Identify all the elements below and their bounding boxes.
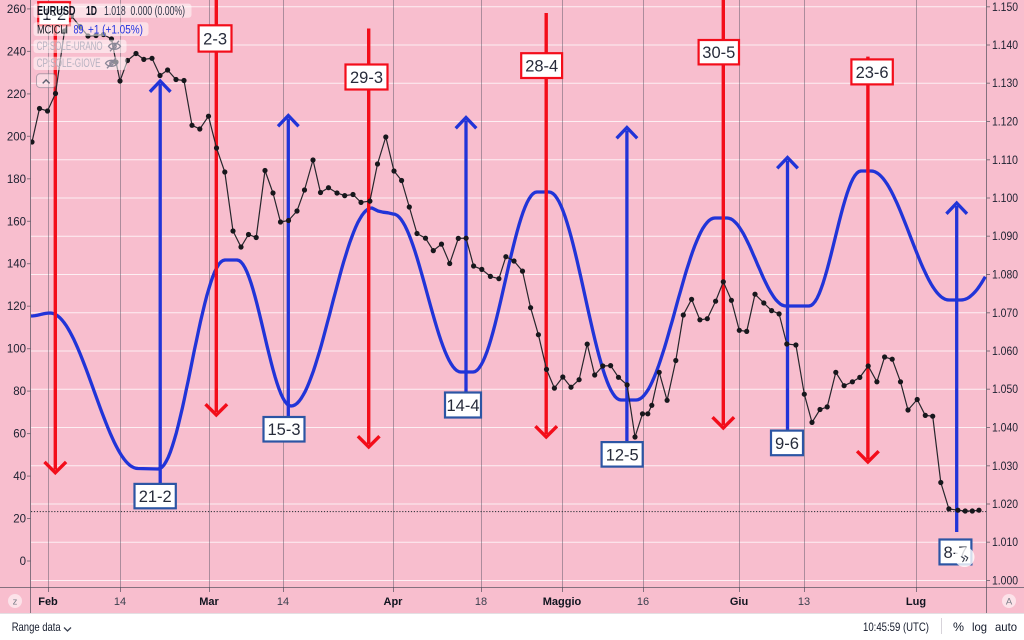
svg-text:14: 14 <box>114 596 126 608</box>
svg-text:Lug: Lug <box>906 596 926 608</box>
svg-text:260: 260 <box>7 4 26 16</box>
svg-text:2-3: 2-3 <box>203 30 227 49</box>
svg-text:Mar: Mar <box>199 596 219 608</box>
svg-text:1.050: 1.050 <box>992 384 1018 396</box>
svg-text:1.020: 1.020 <box>992 499 1018 511</box>
svg-text:Apr: Apr <box>384 596 404 608</box>
svg-text:20: 20 <box>13 514 26 526</box>
svg-text:0: 0 <box>20 556 26 568</box>
svg-text:+1 (+1.05%): +1 (+1.05%) <box>88 25 143 37</box>
svg-text:120: 120 <box>7 301 26 313</box>
svg-text:23-6: 23-6 <box>856 63 889 82</box>
svg-text:Maggio: Maggio <box>543 596 582 608</box>
svg-text:MCICLI: MCICLI <box>37 25 68 37</box>
svg-text:EURUSD: EURUSD <box>37 3 76 18</box>
svg-text:140: 140 <box>7 259 26 271</box>
svg-text:30-5: 30-5 <box>702 43 735 62</box>
svg-text:1.130: 1.130 <box>992 78 1018 90</box>
svg-text:Giu: Giu <box>730 596 748 608</box>
svg-text:14: 14 <box>277 596 289 608</box>
svg-text:CP:SOLE-GIOVE: CP:SOLE-GIOVE <box>37 58 101 70</box>
svg-text:13: 13 <box>798 596 810 608</box>
svg-text:40: 40 <box>13 471 26 483</box>
svg-text:100: 100 <box>7 344 26 356</box>
svg-text:auto: auto <box>995 620 1017 634</box>
svg-text:160: 160 <box>7 216 26 228</box>
svg-text:200: 200 <box>7 131 26 143</box>
svg-text:240: 240 <box>7 46 26 58</box>
svg-text:60: 60 <box>13 429 26 441</box>
svg-text:»: » <box>959 549 971 568</box>
svg-text:1.060: 1.060 <box>992 346 1018 358</box>
svg-text:CP:SOLE-URANO: CP:SOLE-URANO <box>37 41 103 53</box>
svg-text:28-4: 28-4 <box>525 57 558 76</box>
svg-text:21-2: 21-2 <box>139 487 172 506</box>
svg-text:1.140: 1.140 <box>992 40 1018 52</box>
svg-text:29-3: 29-3 <box>350 68 383 87</box>
svg-text:1.030: 1.030 <box>992 461 1018 473</box>
svg-text:1.120: 1.120 <box>992 117 1018 129</box>
svg-text:1.150: 1.150 <box>992 2 1018 14</box>
svg-text:18: 18 <box>475 596 487 608</box>
svg-text:80: 80 <box>13 386 26 398</box>
svg-text:z: z <box>13 597 18 608</box>
svg-text:Feb: Feb <box>38 596 58 608</box>
svg-text:1D: 1D <box>86 3 97 18</box>
svg-text:%: % <box>953 620 964 634</box>
svg-text:1.040: 1.040 <box>992 423 1018 435</box>
svg-text:10:45:59 (UTC): 10:45:59 (UTC) <box>863 620 929 634</box>
svg-text:1.000: 1.000 <box>992 576 1018 588</box>
svg-text:1.090: 1.090 <box>992 231 1018 243</box>
svg-text:9-6: 9-6 <box>775 434 799 453</box>
svg-text:220: 220 <box>7 89 26 101</box>
svg-text:1.010: 1.010 <box>992 537 1018 549</box>
svg-text:A: A <box>1006 597 1013 608</box>
svg-text:1.110: 1.110 <box>992 155 1018 167</box>
svg-text:14-4: 14-4 <box>447 396 480 415</box>
svg-text:1.018 0.000 (0.00%): 1.018 0.000 (0.00%) <box>104 4 185 18</box>
svg-text:16: 16 <box>637 596 649 608</box>
svg-text:1.080: 1.080 <box>992 270 1018 282</box>
svg-text:Range data: Range data <box>12 620 61 634</box>
svg-text:1.070: 1.070 <box>992 308 1018 320</box>
svg-text:12-5: 12-5 <box>606 445 639 464</box>
svg-text:180: 180 <box>7 174 26 186</box>
svg-text:log: log <box>972 620 987 634</box>
svg-text:89: 89 <box>74 25 84 37</box>
svg-text:1.100: 1.100 <box>992 193 1018 205</box>
svg-text:15-3: 15-3 <box>268 420 301 439</box>
